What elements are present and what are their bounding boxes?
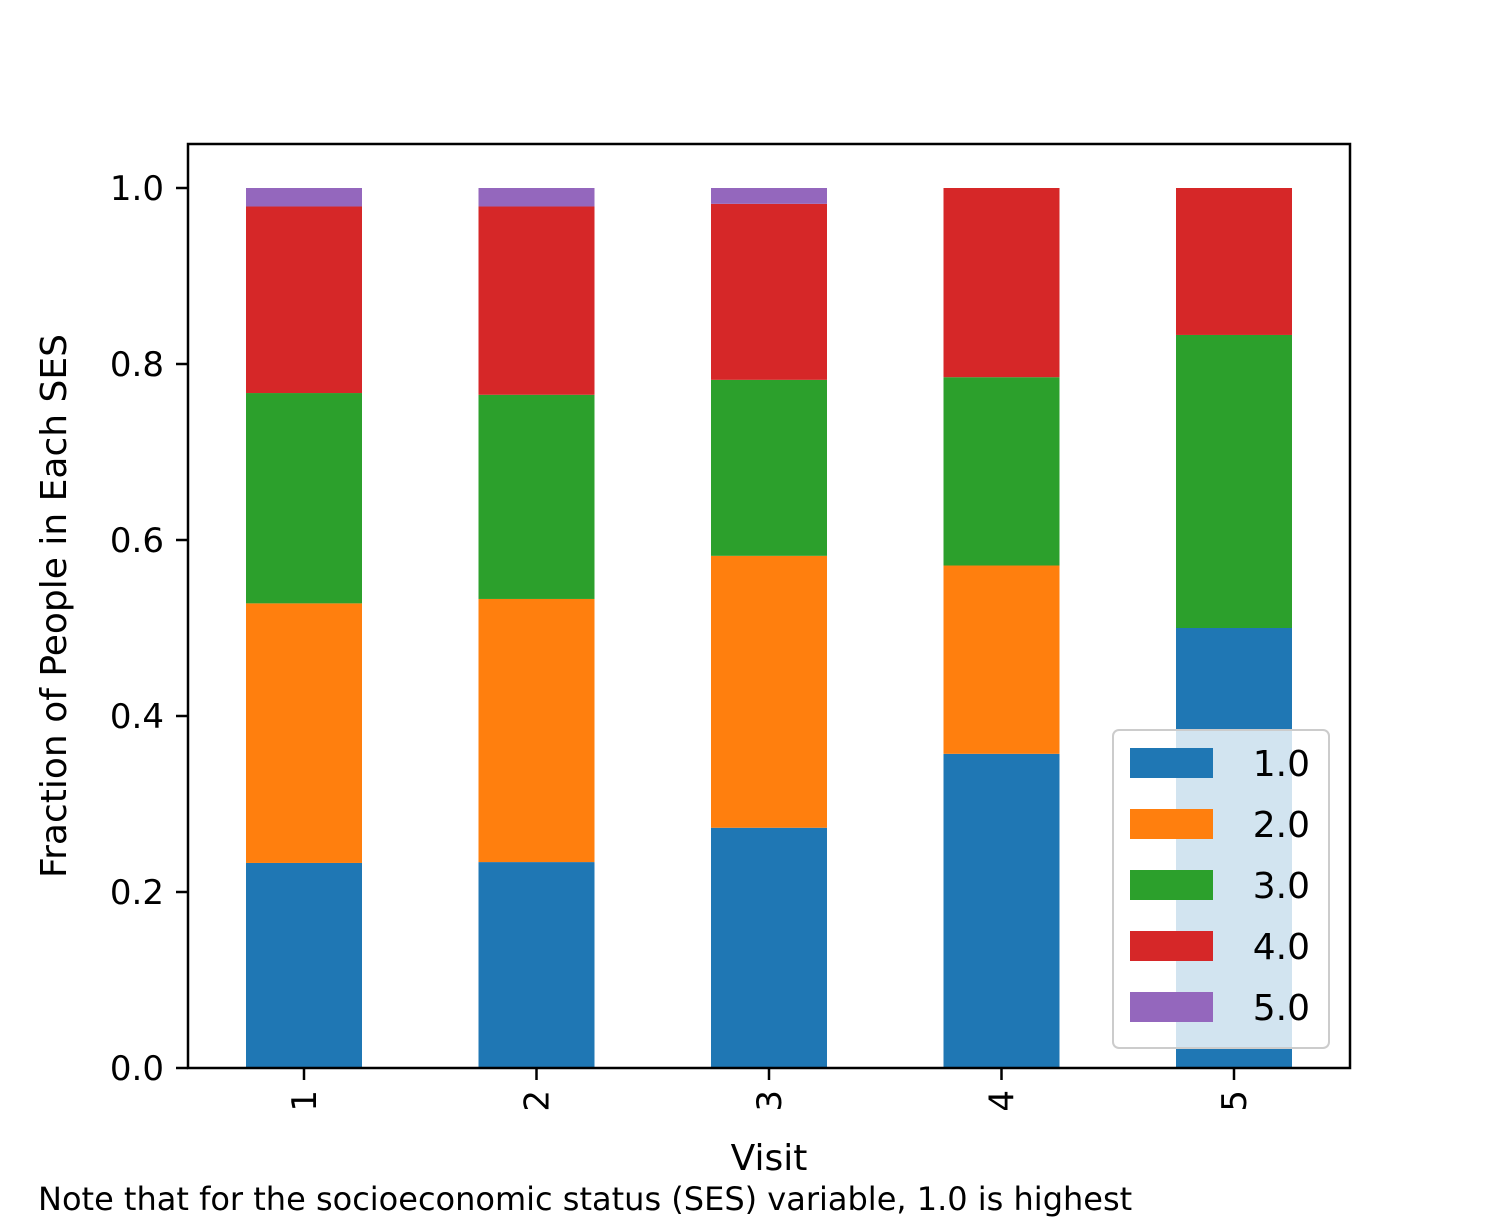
chart-caption: Note that for the socioeconomic status (… xyxy=(38,1180,1133,1218)
x-tick-label: 1 xyxy=(285,1090,325,1112)
y-axis-label: Fraction of People in Each SES xyxy=(34,334,75,878)
x-tick-label: 4 xyxy=(983,1090,1023,1112)
y-tick-label: 0.8 xyxy=(110,345,164,385)
legend-swatch xyxy=(1130,870,1213,900)
y-tick-label: 0.0 xyxy=(110,1049,164,1089)
y-tick-label: 0.2 xyxy=(110,873,164,913)
legend-label: 4.0 xyxy=(1253,927,1310,968)
y-tick-label: 1.0 xyxy=(110,169,164,209)
y-tick-label: 0.4 xyxy=(110,697,164,737)
bar-segment-visit-1-ses-3.0 xyxy=(246,393,362,604)
bar-segment-visit-3-ses-2.0 xyxy=(711,555,827,828)
bar-segment-visit-4-ses-3.0 xyxy=(943,377,1060,566)
bar-segment-visit-4-ses-1.0 xyxy=(943,753,1060,1068)
legend-label: 1.0 xyxy=(1253,744,1310,785)
bar-segment-visit-5-ses-3.0 xyxy=(1176,334,1292,628)
bars-layer xyxy=(246,188,1292,1068)
legend-label: 3.0 xyxy=(1253,866,1310,907)
y-tick-label: 0.6 xyxy=(110,521,164,561)
x-tick-label: 3 xyxy=(750,1090,790,1112)
legend-swatch xyxy=(1130,931,1213,961)
bar-segment-visit-3-ses-1.0 xyxy=(711,827,827,1068)
x-axis-label: Visit xyxy=(731,1138,808,1179)
bar-segment-visit-4-ses-2.0 xyxy=(943,565,1060,754)
bar-segment-visit-3-ses-3.0 xyxy=(711,379,827,556)
x-tick-label: 2 xyxy=(518,1090,558,1112)
bar-segment-visit-2-ses-2.0 xyxy=(478,598,595,863)
bar-segment-visit-2-ses-3.0 xyxy=(478,394,595,599)
legend-swatch xyxy=(1130,748,1213,778)
x-tick-label: 5 xyxy=(1215,1090,1255,1112)
legend-label: 2.0 xyxy=(1253,805,1310,846)
legend-label: 5.0 xyxy=(1253,988,1310,1029)
bar-segment-visit-4-ses-4.0 xyxy=(943,188,1060,378)
bar-segment-visit-5-ses-4.0 xyxy=(1176,188,1292,335)
x-axis: 1 2 3 4 5 xyxy=(285,1068,1255,1112)
y-axis: 0.0 0.2 0.4 0.6 0.8 1.0 xyxy=(110,169,188,1089)
legend-swatch xyxy=(1130,992,1213,1022)
bar-segment-visit-2-ses-4.0 xyxy=(478,206,595,395)
bar-segment-visit-1-ses-5.0 xyxy=(246,188,362,207)
bar-segment-visit-1-ses-2.0 xyxy=(246,603,362,863)
bar-segment-visit-3-ses-5.0 xyxy=(711,188,827,204)
bar-segment-visit-2-ses-5.0 xyxy=(478,188,595,207)
legend-swatch xyxy=(1130,809,1213,839)
bar-segment-visit-1-ses-4.0 xyxy=(246,206,362,394)
bar-segment-visit-3-ses-4.0 xyxy=(711,203,827,380)
bar-segment-visit-1-ses-1.0 xyxy=(246,862,362,1068)
bar-segment-visit-2-ses-1.0 xyxy=(478,862,595,1068)
legend: 1.0 2.0 3.0 4.0 5.0 xyxy=(1112,729,1330,1049)
